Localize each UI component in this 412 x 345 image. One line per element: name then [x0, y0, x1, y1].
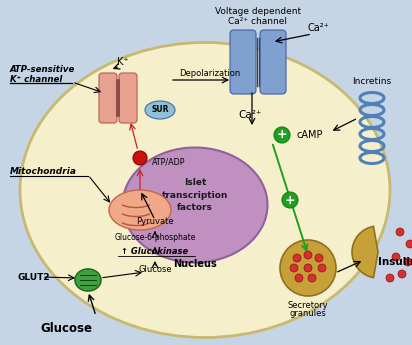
Text: K⁺ channel: K⁺ channel — [10, 76, 62, 85]
Ellipse shape — [109, 190, 171, 230]
Circle shape — [304, 251, 312, 259]
Circle shape — [398, 270, 406, 278]
Text: Glucose: Glucose — [138, 266, 172, 275]
Text: Ca²⁺ channel: Ca²⁺ channel — [229, 18, 288, 27]
Text: Insulin: Insulin — [378, 257, 412, 267]
Text: Ca²⁺: Ca²⁺ — [238, 110, 262, 120]
Text: Depolarization: Depolarization — [179, 69, 241, 79]
Circle shape — [274, 127, 290, 143]
Circle shape — [295, 274, 303, 282]
Ellipse shape — [145, 101, 175, 119]
Text: Secretory: Secretory — [288, 302, 328, 310]
Text: Glucose-6-phosphate: Glucose-6-phosphate — [114, 234, 196, 243]
Circle shape — [304, 264, 312, 272]
Text: granules: granules — [290, 309, 326, 318]
Text: Islet
transcription
factors: Islet transcription factors — [162, 178, 228, 212]
Circle shape — [386, 274, 394, 282]
Text: Glucose: Glucose — [40, 322, 92, 335]
Text: +: + — [285, 194, 295, 207]
Text: GLUT2: GLUT2 — [18, 273, 51, 282]
Ellipse shape — [20, 42, 390, 337]
Text: ↑ Glucokinase: ↑ Glucokinase — [122, 247, 189, 256]
Text: K⁺: K⁺ — [117, 57, 129, 67]
Text: Incretins: Incretins — [352, 78, 391, 87]
Circle shape — [293, 254, 301, 262]
Wedge shape — [352, 226, 378, 278]
FancyBboxPatch shape — [99, 73, 117, 123]
Text: cAMP: cAMP — [297, 130, 323, 140]
Circle shape — [396, 228, 404, 236]
Circle shape — [282, 192, 298, 208]
Circle shape — [133, 151, 147, 165]
FancyBboxPatch shape — [260, 30, 286, 94]
Text: Ca²⁺: Ca²⁺ — [307, 23, 329, 33]
Text: SUR: SUR — [151, 106, 169, 115]
Ellipse shape — [75, 269, 101, 291]
Text: Nucleus: Nucleus — [173, 259, 217, 269]
Circle shape — [290, 264, 298, 272]
Circle shape — [318, 264, 326, 272]
Text: Voltage dependent: Voltage dependent — [215, 8, 301, 17]
Text: Pyruvate: Pyruvate — [136, 217, 174, 227]
Text: Mitochondria: Mitochondria — [10, 168, 77, 177]
Circle shape — [315, 254, 323, 262]
Circle shape — [280, 240, 336, 296]
Text: ATP/ADP: ATP/ADP — [152, 158, 185, 167]
Circle shape — [404, 258, 412, 266]
Ellipse shape — [122, 148, 267, 263]
Circle shape — [392, 253, 400, 261]
FancyBboxPatch shape — [230, 30, 256, 94]
Circle shape — [406, 240, 412, 248]
Text: +: + — [277, 128, 287, 141]
Circle shape — [308, 274, 316, 282]
FancyBboxPatch shape — [119, 73, 137, 123]
Text: ATP-sensitive: ATP-sensitive — [10, 66, 75, 75]
